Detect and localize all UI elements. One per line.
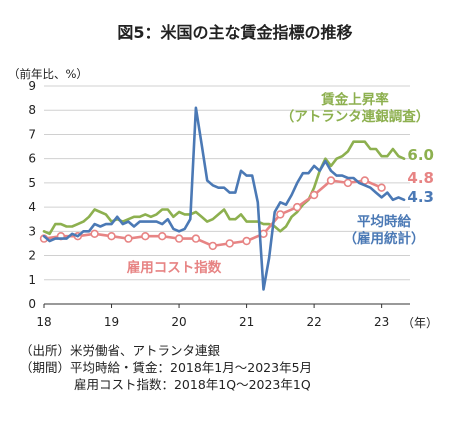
marker-2-12 [242,236,251,246]
marker-2-20 [377,183,386,192]
y-tick-3: 3 [28,224,36,238]
y-tick-0: 0 [28,297,36,311]
marker-2-14 [276,210,285,219]
series-name-1-1: （雇用統計） [344,230,425,247]
note-period-eci: 雇用コスト指数：2018年1Q～2023年1Q [20,377,311,392]
marker-2-15 [293,202,302,212]
marker-2-9 [191,234,201,243]
y-tick-9: 9 [28,79,36,93]
x-tick-20: 20 [171,315,186,329]
marker-2-4 [107,232,116,241]
series-lines [39,106,406,291]
marker-2-11 [225,239,234,248]
source-notes: （出所）米労働省、アトランタ連銀 （期間）平均時給・賃金：2018年1月～202… [20,342,312,393]
y-tick-1: 1 [28,273,36,287]
series-line-0 [42,140,406,236]
series-name-1-0: 平均時給 [357,213,411,230]
x-tick-18: 18 [36,315,51,329]
note-source: （出所）米労働省、アトランタ連銀 [20,343,221,358]
x-tick-labels: 18 19 20 21 22 23 [36,304,389,329]
marker-2-3 [90,229,99,239]
x-tick-19: 19 [104,315,119,329]
x-tick-23: 23 [374,315,389,329]
series-line-1 [42,106,406,291]
y-tick-7: 7 [28,127,36,141]
y-tick-5: 5 [28,176,36,190]
marker-2-10 [208,241,218,251]
series-end-label-2: 4.8 [407,169,434,187]
series-labels: 賃金上昇率（アトランタ連銀調査） 6.0 平均時給（雇用統計） 4.3 雇用コスト指数 4… [127,91,434,276]
marker-2-6 [141,232,150,241]
x-tick-21: 21 [239,315,254,329]
y-tick-labels: 0 1 2 3 4 5 6 7 8 9 [28,79,36,311]
marker-2-18 [343,178,353,188]
y-tick-2: 2 [28,249,36,263]
x-tick-22: 22 [306,315,321,329]
y-axis-label: （前年比、%） [8,67,88,81]
marker-2-8 [174,234,184,243]
series-end-label-0: 6.0 [407,146,434,164]
marker-2-19 [360,176,369,185]
x-axis-label: （年） [402,316,438,330]
chart-title: 図5：米国の主な賃金指標の推移 [117,23,352,42]
series-end-label-1: 4.3 [407,188,434,206]
marker-2-5 [124,234,133,243]
y-tick-8: 8 [28,103,36,117]
y-tick-4: 4 [28,200,36,214]
marker-2-16 [309,190,319,200]
series-name-2-0: 雇用コスト指数 [127,259,222,276]
marker-2-7 [158,232,167,241]
note-period-wage: （期間）平均時給・賃金：2018年1月～2023年5月 [20,360,313,375]
series-name-0-0: 賃金上昇率 [320,91,389,108]
y-tick-6: 6 [28,152,36,166]
marker-2-17 [326,176,336,185]
series-name-0-1: （アトランタ連銀調査） [281,108,430,125]
